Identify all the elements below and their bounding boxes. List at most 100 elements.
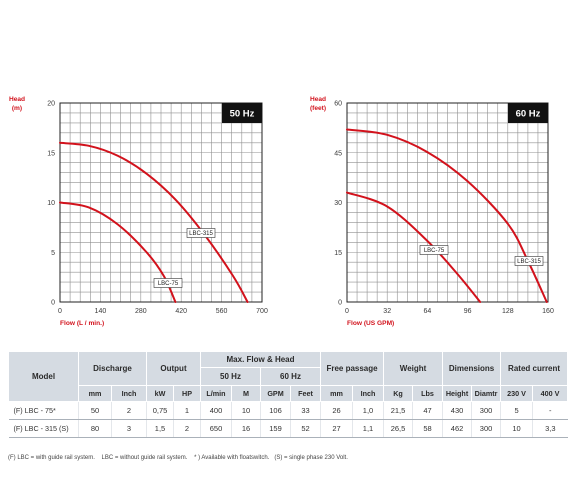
- unit-header-free-passage-inch: Inch: [352, 385, 385, 402]
- x-tick-label: 160: [542, 308, 554, 315]
- y-tick-label: 5: [51, 250, 55, 257]
- unit-header-discharge-mm: mm: [78, 385, 112, 402]
- series-label-text: LBC-315: [189, 231, 213, 237]
- cell-flow-60hz: 106: [260, 401, 291, 420]
- x-tick-label: 32: [383, 308, 391, 315]
- frequency-badge: 50 Hz: [222, 103, 262, 123]
- cell-weight-lbs: 58: [412, 419, 443, 438]
- cell-free-passage-inch: 1,0: [352, 401, 384, 420]
- cell-head-60hz: 52: [289, 419, 321, 438]
- header-free-passage: Free passage: [320, 351, 385, 386]
- series-label-box: [514, 256, 544, 266]
- y-axis-title: (feet): [310, 105, 326, 112]
- series-label-box: [153, 278, 183, 288]
- header-rated-current: Rated current: [500, 351, 569, 386]
- cell-weight-kg: 26,5: [383, 419, 413, 438]
- unit-header-discharge-inch: Inch: [111, 385, 147, 402]
- header-model: Model: [8, 351, 79, 402]
- cell-discharge-inch: 3: [111, 419, 147, 438]
- header-weight: Weight: [383, 351, 444, 386]
- header-row-main: Model Discharge Output Max. Flow & Head …: [8, 351, 569, 402]
- unit-header-weight-kg: Kg: [383, 385, 414, 402]
- y-tick-label: 0: [51, 300, 55, 307]
- header-max-flow-head: Max. Flow & Head: [199, 351, 322, 368]
- cell-weight-kg: 21,5: [383, 401, 413, 420]
- unit-header-flow-50hz: L/min: [200, 385, 232, 402]
- unit-header-head-50hz: M: [231, 385, 261, 402]
- unit-header-output-kw: kW: [146, 385, 174, 402]
- x-tick-label: 128: [502, 308, 514, 315]
- header-discharge: Discharge: [78, 351, 147, 386]
- cell-flow-60hz: 159: [260, 419, 291, 438]
- x-tick-label: 140: [95, 308, 107, 315]
- unit-header-height: Height: [442, 385, 473, 402]
- series-label-box: [419, 245, 449, 255]
- y-tick-label: 45: [334, 150, 342, 157]
- series-label-lbc-75: LBC-75: [419, 245, 449, 255]
- frequency-badge: 60 Hz: [508, 103, 548, 123]
- unit-header-weight-lbs: Lbs: [412, 385, 444, 402]
- frequency-badge-box: [222, 103, 262, 123]
- cell-current-230v: 5: [500, 401, 533, 420]
- cell-model: (F) LBC - 315 (S): [8, 419, 79, 438]
- series-label-text: LBC-75: [158, 281, 179, 287]
- cell-diameter: 300: [471, 419, 501, 438]
- x-axis-title: Flow (L / min.): [60, 320, 104, 327]
- unit-header-flow-60hz: GPM: [260, 385, 291, 402]
- y-axis-title: Head: [310, 96, 326, 103]
- series-label-lbc-315: LBC-315: [514, 256, 544, 266]
- cell-discharge-mm: 80: [78, 419, 112, 438]
- y-tick-label: 15: [334, 250, 342, 257]
- cell-free-passage-mm: 27: [320, 419, 353, 438]
- table-row: (F) LBC - 315 (S) 80 3 1,5 2 650 16 159 52 27 1,1 2…: [8, 419, 568, 438]
- performance-charts: 0 5 10 15 20 0 140 280 420 560 700 Head (m) Flow (L /…: [9, 96, 554, 327]
- cell-free-passage-inch: 1,1: [352, 419, 384, 438]
- y-tick-label: 30: [334, 200, 342, 207]
- unit-header-head-60hz: Feet: [289, 385, 322, 402]
- table-body: (F) LBC - 75* 50 2 0,75 1 400 10 106 33 26 1,0 21,5…: [8, 401, 568, 438]
- cell-height: 430: [442, 401, 472, 420]
- cell-current-230v: 10: [500, 419, 533, 438]
- x-tick-label: 0: [345, 308, 349, 315]
- cell-output-kw: 1,5: [146, 419, 174, 438]
- series-line-lbc-315-50hz: [59, 141, 249, 303]
- header-60hz: 60 Hz: [259, 367, 322, 386]
- header-dimensions: Dimensions: [442, 351, 502, 386]
- cell-flow-50hz: 650: [200, 419, 232, 438]
- series-label-text: LBC-75: [424, 248, 445, 254]
- cell-head-50hz: 10: [231, 401, 261, 420]
- plot-frame: [346, 102, 549, 303]
- y-tick-label: 20: [47, 101, 55, 108]
- x-tick-label: 0: [58, 308, 62, 315]
- x-tick-label: 420: [175, 308, 187, 315]
- spec-table: Model Discharge Output Max. Flow & Head …: [8, 351, 569, 438]
- cell-discharge-inch: 2: [111, 401, 147, 420]
- series-label-text: LBC-315: [517, 259, 541, 265]
- y-tick-label: 15: [47, 150, 55, 157]
- table-row: (F) LBC - 75* 50 2 0,75 1 400 10 106 33 26 1,0 21,5…: [8, 401, 568, 420]
- cell-free-passage-mm: 26: [320, 401, 353, 420]
- x-tick-label: 700: [256, 308, 268, 315]
- cell-head-60hz: 33: [289, 401, 321, 420]
- y-axis-title: Head: [9, 96, 25, 103]
- cell-weight-lbs: 47: [412, 401, 443, 420]
- series-line-lbc-75-60hz: [346, 191, 482, 303]
- series-label-box: [186, 228, 216, 238]
- x-axis-title: Flow (US GPM): [347, 320, 394, 327]
- x-tick-label: 96: [464, 308, 472, 315]
- chart-50hz: 0 5 10 15 20 0 140 280 420 560 700 Head (m) Flow (L /…: [9, 96, 268, 327]
- y-axis-title: (m): [12, 105, 22, 112]
- cell-output-kw: 0,75: [146, 401, 174, 420]
- y-tick-label: 60: [334, 101, 342, 108]
- frequency-badge-label: 60 Hz: [516, 109, 541, 120]
- cell-current-400v: 3,3: [532, 419, 568, 438]
- x-tick-label: 560: [216, 308, 228, 315]
- footnote: (F) LBC = with guide rail system. LBC = …: [8, 455, 348, 461]
- cell-diameter: 300: [471, 401, 501, 420]
- header-output: Output: [146, 351, 201, 386]
- x-tick-label: 280: [135, 308, 147, 315]
- unit-header-diameter: Diamtr: [471, 385, 502, 402]
- unit-header-free-passage-mm: mm: [320, 385, 354, 402]
- cell-model: (F) LBC - 75*: [8, 401, 79, 420]
- cell-flow-50hz: 400: [200, 401, 232, 420]
